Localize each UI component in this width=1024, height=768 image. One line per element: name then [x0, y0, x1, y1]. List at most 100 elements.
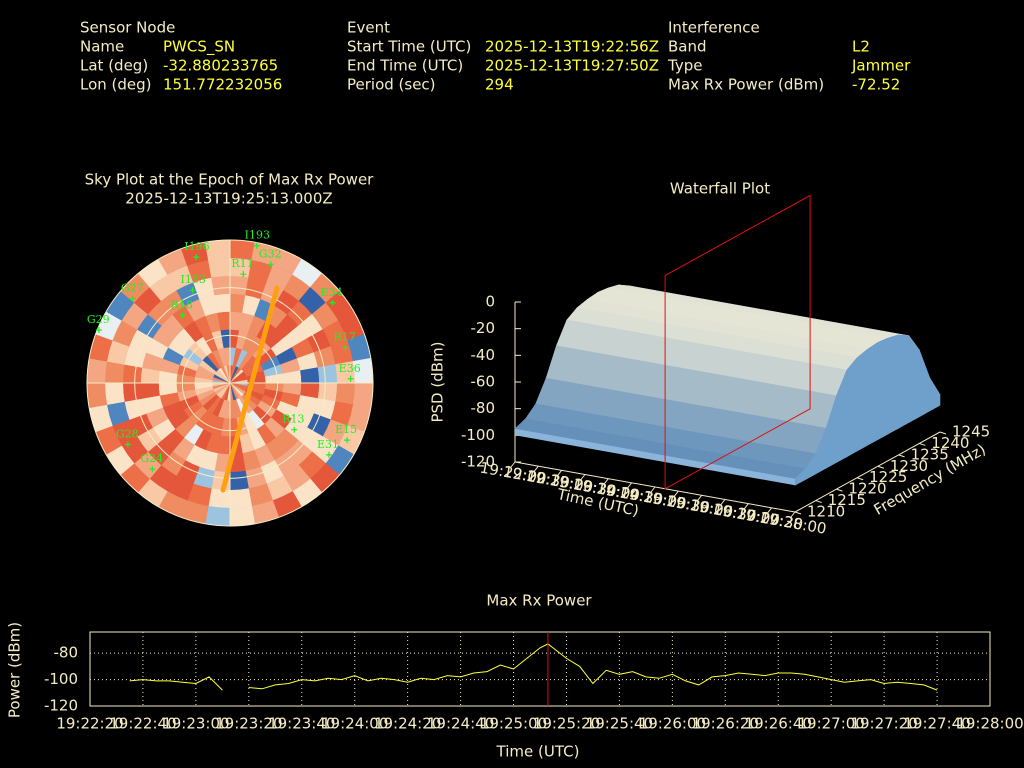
y-tick: [939, 431, 947, 435]
x-tick-label: 19:27:00: [797, 715, 864, 733]
y-tick-label: 1230: [890, 457, 928, 475]
satellite: [347, 375, 354, 382]
y-axis-label: Power (dBm): [6, 622, 24, 718]
sky-cell: [208, 488, 231, 509]
z-axis-label: PSD (dBm): [429, 341, 447, 422]
field-value: -72.52: [852, 76, 900, 94]
sky-cell: [352, 382, 374, 409]
surface-side: [908, 334, 920, 424]
x-tick-label: 19:23:40: [268, 715, 335, 733]
x-tick: [697, 495, 703, 501]
x-tick: [627, 482, 633, 489]
satellite: [95, 327, 102, 334]
field-value: 294: [485, 76, 514, 94]
sky-cell: [208, 257, 231, 278]
satellite-label: I196: [184, 240, 209, 253]
power-line: [129, 643, 938, 691]
satellite: [124, 441, 131, 448]
y-tick: [856, 477, 864, 481]
satellite-label: I193: [245, 229, 270, 242]
satellite-label: E34: [321, 286, 343, 299]
chart-subtitle: 2025-12-13T19:25:13.000Z: [125, 190, 332, 208]
sky-cell: [229, 488, 252, 509]
sky-cell: [204, 505, 231, 527]
satellite: [329, 299, 336, 306]
x-tick: [743, 503, 749, 509]
x-tick: [533, 465, 539, 472]
satellite-label: R13: [282, 413, 304, 426]
field-label: Period (sec): [347, 76, 436, 94]
z-tick-label: -60: [471, 373, 496, 391]
field-value: 2025-12-13T19:27:50Z: [485, 57, 659, 75]
x-tick: [767, 507, 773, 514]
y-tick: [919, 442, 926, 446]
sky-cell: [211, 275, 231, 296]
x-tick-label: 19:28:00: [956, 715, 1023, 733]
z-tick-label: -20: [471, 319, 496, 337]
x-tick-label: 19:27:20: [850, 715, 917, 733]
sky-cell: [317, 364, 338, 384]
satellite: [129, 295, 136, 302]
z-tick-label: -120: [461, 453, 495, 471]
surface-side: [887, 334, 899, 435]
sky-plot: Sky Plot at the Epoch of Max Rx Power202…: [85, 171, 374, 527]
satellite: [344, 437, 351, 444]
surface-side: [856, 348, 868, 452]
x-tick: [510, 461, 516, 468]
satellite: [342, 344, 349, 351]
x-tick-label: 19:26:40: [745, 715, 812, 733]
section-title: Sensor Node: [80, 19, 175, 37]
x-tick: [603, 478, 609, 484]
x-tick-label: 19:23:00: [162, 715, 229, 733]
sky-cell: [86, 357, 108, 384]
satellite-label: R11: [231, 257, 253, 270]
z-tick-label: -40: [471, 346, 496, 364]
satellite-label: G32: [259, 247, 282, 260]
x-tick-label: 19:23:20: [215, 715, 282, 733]
x-tick-label: 19:26:00: [639, 715, 706, 733]
sky-cell: [86, 382, 108, 409]
field-label: Start Time (UTC): [347, 38, 471, 56]
satellite-label: E36: [339, 362, 361, 375]
y-tick-label: 1235: [911, 445, 949, 463]
sky-cell: [229, 470, 249, 491]
field-label: Name: [80, 38, 124, 56]
chart-title: Waterfall Plot: [670, 180, 770, 198]
satellite: [149, 466, 156, 473]
sky-cell: [104, 382, 125, 405]
y-tick: [898, 454, 905, 458]
field-value: Jammer: [851, 57, 911, 75]
satellite-label: I183: [181, 273, 206, 286]
z-tick-label: 0: [485, 293, 495, 311]
sky-cell: [229, 505, 256, 527]
x-axis-label: Time (UTC): [496, 743, 580, 761]
x-tick-label: 19:22:40: [109, 715, 176, 733]
axis-line: [794, 431, 941, 513]
y-tick-label: -120: [44, 697, 78, 715]
y-tick: [836, 488, 843, 492]
field-label: Lon (deg): [80, 76, 152, 94]
sky-cell: [122, 382, 143, 402]
x-tick-label: 19:22:20: [56, 715, 123, 733]
y-tick-label: -100: [44, 670, 78, 688]
field-value: PWCS_SN: [163, 38, 235, 57]
satellite: [189, 287, 196, 294]
y-tick-label: 1215: [828, 491, 866, 509]
z-tick-label: -100: [461, 426, 495, 444]
section-title: Event: [347, 19, 390, 37]
field-value: L2: [852, 38, 870, 56]
y-tick-label: 1245: [952, 423, 990, 441]
surface-side: [867, 341, 879, 446]
section-title: Interference: [668, 19, 760, 37]
y-tick-label: -80: [54, 644, 79, 662]
z-tick-label: -80: [471, 399, 496, 417]
y-tick-label: 1210: [807, 503, 845, 521]
satellite-label: E31: [317, 438, 339, 451]
satellite: [291, 426, 298, 433]
epoch-plane: [664, 194, 811, 490]
x-tick-label: 19:24:20: [374, 715, 441, 733]
field-value: 2025-12-13T19:22:56Z: [485, 38, 659, 56]
field-label: Max Rx Power (dBm): [668, 76, 824, 94]
